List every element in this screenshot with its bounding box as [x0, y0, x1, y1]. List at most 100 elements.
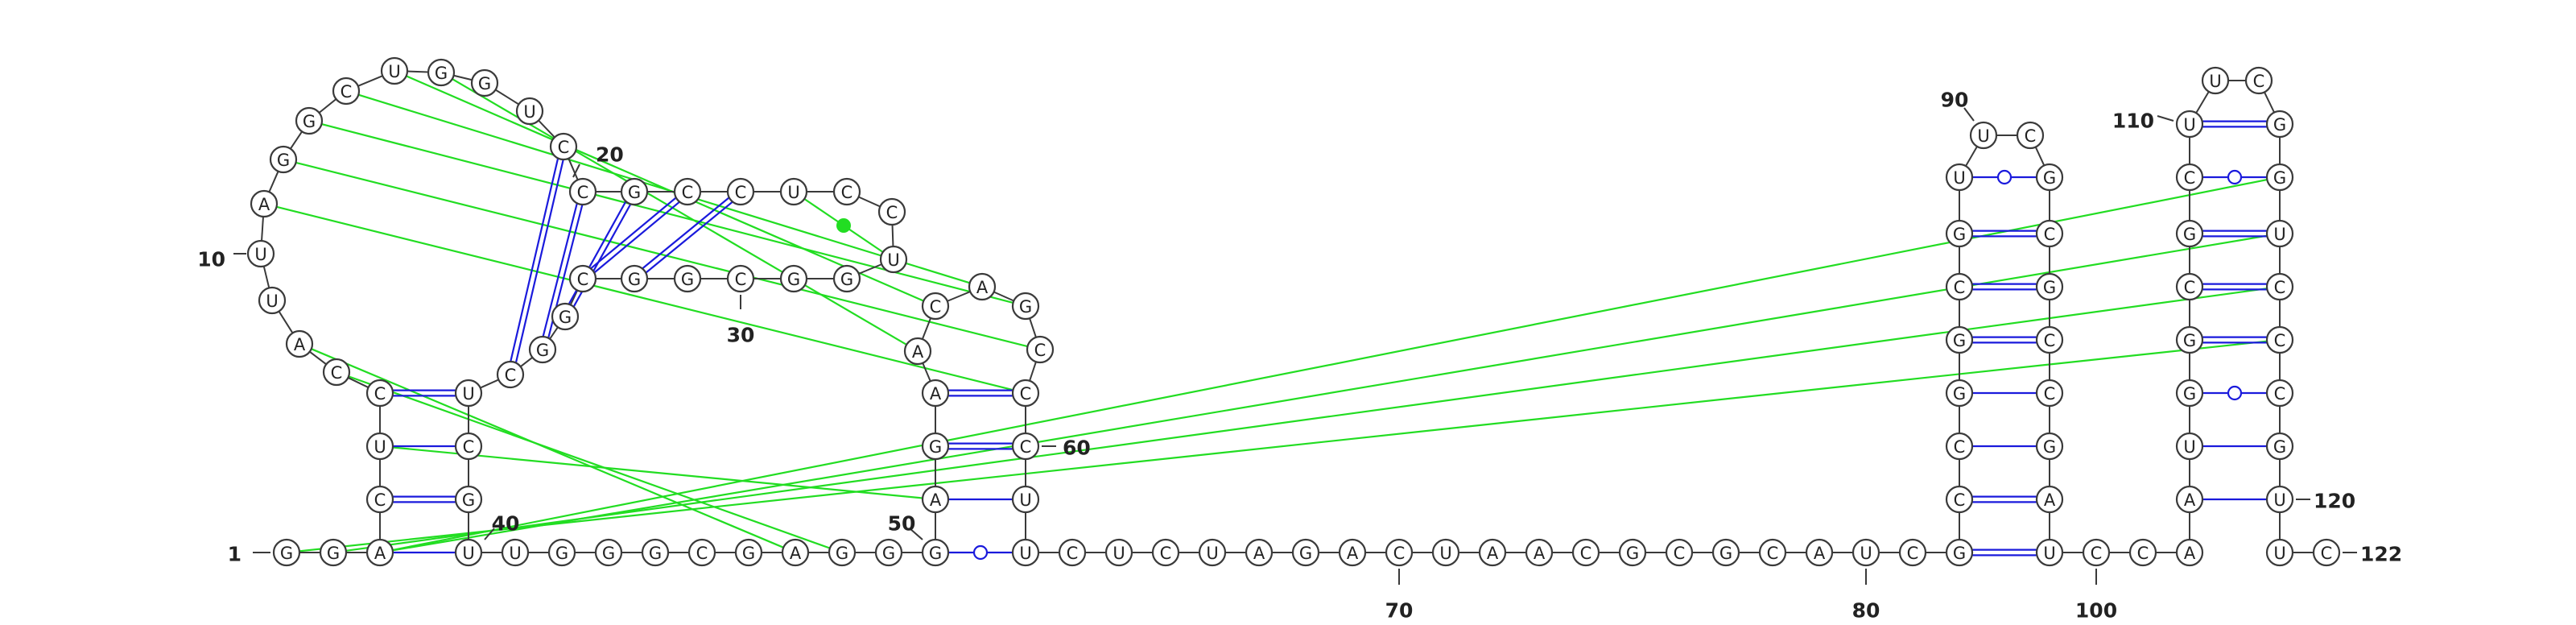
nucleotide-base: G	[280, 544, 293, 563]
nucleotide-circle	[2175, 485, 2204, 514]
nucleotide-circle	[2265, 379, 2294, 408]
nucleotide-85: G	[1945, 379, 1974, 408]
nucleotide-circle	[1011, 292, 1040, 321]
nucleotide-circle	[594, 538, 623, 567]
nucleotide-base: C	[735, 183, 747, 202]
nucleotide-base: A	[294, 335, 306, 354]
nucleotide-76: C	[1665, 538, 1694, 567]
nucleotide-circle	[285, 329, 314, 358]
nucleotide-4: C	[365, 485, 394, 514]
nucleotide-circle	[620, 264, 649, 293]
backbone-segment	[347, 377, 369, 388]
nucleotide-12: G	[269, 145, 298, 174]
nucleotide-base: C	[696, 544, 708, 563]
nucleotide-71: U	[1431, 538, 1460, 567]
nucleotide-101: C	[2128, 538, 2157, 567]
nucleotide-circle	[1852, 538, 1880, 567]
nucleotide-base: A	[1253, 544, 1265, 563]
position-label-50: 50	[888, 512, 916, 536]
nucleotide-base: C	[2025, 126, 2037, 146]
backbone-segment	[2264, 91, 2275, 114]
nucleotide-base: C	[1954, 278, 1966, 297]
nucleotide-base: G	[2183, 331, 2196, 350]
nucleotide-base: C	[735, 270, 747, 289]
nucleotide-8: A	[285, 329, 314, 358]
nucleotide-59: C	[1011, 379, 1040, 408]
nucleotide-base: G	[2043, 437, 2056, 457]
nucleotide-base: U	[1019, 490, 1031, 510]
nucleotide-base: G	[836, 544, 848, 563]
nucleotide-115: U	[2265, 219, 2294, 248]
nucleotide-circle	[1665, 538, 1694, 567]
gu-pair-marker	[2227, 169, 2243, 185]
watson-crick-pair-line	[593, 201, 680, 274]
nucleotide-circle	[1945, 379, 1974, 408]
watson-crick-pair-line	[514, 159, 564, 363]
nucleotide-circle	[2035, 325, 2064, 354]
nucleotide-base: C	[1580, 544, 1592, 563]
nucleotide-circle	[2035, 272, 2064, 301]
nucleotide-circle	[832, 264, 861, 293]
nucleotide-14: C	[332, 77, 361, 106]
nucleotide-base: G	[2273, 115, 2286, 135]
nucleotide-48: G	[828, 538, 857, 567]
nucleotide-base: G	[303, 112, 316, 131]
nucleotide-circle	[295, 106, 324, 135]
nucleotide-53: A	[921, 379, 950, 408]
nucleotide-base: C	[2044, 384, 2056, 404]
nucleotide-base: G	[555, 544, 568, 563]
nucleotide-33: C	[568, 264, 597, 293]
nucleotide-base: A	[790, 544, 802, 563]
nucleotide-circle	[322, 358, 351, 387]
nucleotide-base: C	[682, 183, 694, 202]
backbone-segment	[261, 216, 264, 242]
nucleotide-base: C	[2253, 72, 2265, 91]
nucleotide-base: U	[1439, 544, 1451, 563]
nucleotide-50: G	[921, 538, 950, 567]
nucleotide-base: G	[1953, 331, 1966, 350]
position-label-100: 100	[2075, 599, 2117, 623]
nucleotide-base: U	[1860, 544, 1872, 563]
nucleotide-circle	[1338, 538, 1367, 567]
tertiary-interaction-line	[406, 75, 924, 302]
backbone-segment	[538, 119, 555, 139]
nucleotide-32: G	[620, 264, 649, 293]
nucleotide-circle	[2175, 163, 2204, 192]
nucleotide-base: A	[930, 490, 942, 510]
backbone-segment	[549, 326, 559, 340]
nucleotide-circle	[470, 68, 499, 97]
nucleotide-73: A	[1525, 538, 1554, 567]
nucleotide-base: U	[266, 292, 278, 311]
nucleotide-circle	[1711, 538, 1740, 567]
nucleotide-circle	[1525, 538, 1554, 567]
nucleotide-base: C	[1020, 437, 1032, 457]
nucleotide-base: G	[1953, 225, 1966, 244]
nucleotide-base: G	[1626, 544, 1639, 563]
nucleotide-base: C	[1767, 544, 1779, 563]
nucleotide-18: U	[515, 97, 544, 126]
nucleotide-57: G	[1011, 292, 1040, 321]
position-tick	[2157, 115, 2174, 122]
nucleotide-base: C	[505, 366, 517, 385]
nucleotide-30: C	[726, 264, 755, 293]
nucleotide-120: U	[2265, 485, 2294, 514]
nucleotide-62: U	[1011, 538, 1040, 567]
nucleotide-circle	[365, 432, 394, 461]
backbone-segment	[495, 89, 519, 106]
nucleotide-base: C	[331, 363, 343, 383]
nucleotide-107: C	[2175, 272, 2204, 301]
nucleotide-base: G	[649, 544, 662, 563]
nucleotide-122: C	[2312, 538, 2341, 567]
nucleotide-base: U	[2183, 115, 2195, 135]
nucleotide-circle	[2175, 538, 2204, 567]
backbone-segment	[947, 291, 971, 302]
nucleotide-circle	[779, 177, 808, 206]
nucleotide-circle	[726, 177, 755, 206]
nucleotide-121: U	[2265, 538, 2294, 567]
nucleotide-base: G	[277, 151, 290, 170]
position-label-40: 40	[492, 512, 520, 536]
nucleotide-95: C	[2035, 325, 2064, 354]
nucleotide-79: A	[1805, 538, 1834, 567]
